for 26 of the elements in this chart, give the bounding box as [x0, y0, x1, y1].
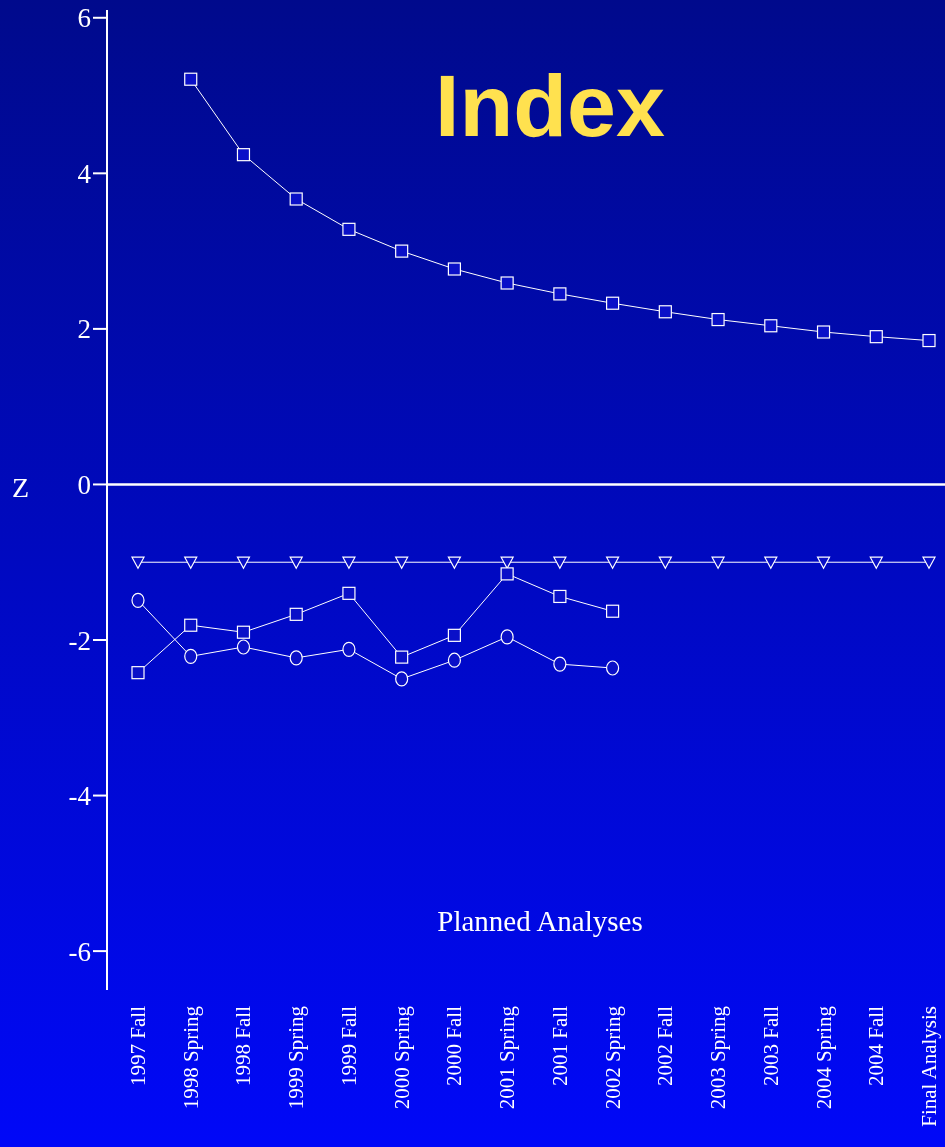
y-tick-label: 0	[77, 470, 91, 501]
text: Index	[434, 55, 666, 157]
y-tick-label: -2	[68, 625, 91, 656]
x-tick-label: 2000 Fall	[442, 1005, 467, 1086]
x-tick-label: 2001 Spring	[495, 1005, 520, 1110]
x-tick-label: 2002 Spring	[600, 1005, 625, 1110]
x-axis-title: Planned Analyses	[436, 905, 644, 938]
x-tick-label: 2003 Fall	[758, 1005, 783, 1086]
x-tick-label: 2004 Fall	[864, 1005, 889, 1086]
x-tick-label: 2000 Spring	[389, 1005, 414, 1110]
y-tick-label: 2	[77, 314, 91, 345]
y-tick-label: -4	[68, 781, 92, 812]
x-tick-label: 1998 Spring	[178, 1005, 203, 1110]
y-axis-title: Z	[12, 472, 30, 504]
x-tick-label: 1999 Fall	[336, 1005, 361, 1086]
x-tick-label: 2003 Spring	[706, 1005, 731, 1110]
x-tick-label: 2004 Spring	[811, 1005, 836, 1110]
x-tick-label: Final Analysis	[917, 1006, 941, 1127]
y-tick-label: 6	[77, 3, 91, 34]
x-tick-label: 2001 Fall	[547, 1005, 572, 1086]
y-tick-label: -6	[68, 936, 91, 967]
x-tick-label: 2002 Fall	[653, 1005, 678, 1086]
x-tick-label: 1999 Spring	[284, 1005, 309, 1110]
x-tick-label: 1998 Fall	[231, 1005, 256, 1086]
y-tick-label: 4	[77, 158, 92, 189]
x-tick-label: 1997 Fall	[126, 1005, 150, 1086]
